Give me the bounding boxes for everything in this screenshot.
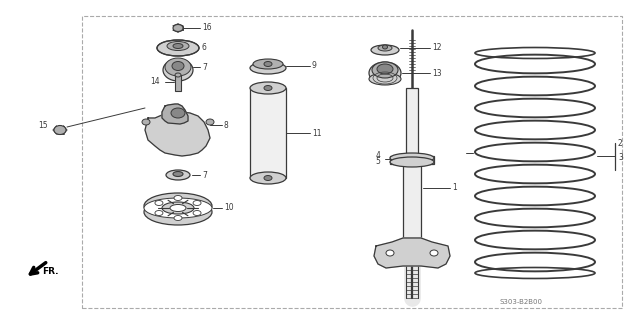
Ellipse shape	[144, 193, 212, 219]
Ellipse shape	[167, 42, 189, 51]
Ellipse shape	[383, 45, 387, 49]
Text: 11: 11	[312, 128, 321, 137]
Text: 7: 7	[202, 63, 207, 72]
Ellipse shape	[250, 62, 286, 74]
Ellipse shape	[369, 73, 401, 85]
Text: 10: 10	[224, 204, 234, 212]
Ellipse shape	[175, 73, 181, 77]
Polygon shape	[145, 112, 210, 156]
Text: 13: 13	[432, 68, 442, 78]
Ellipse shape	[250, 82, 286, 94]
Ellipse shape	[155, 201, 163, 205]
Text: S303-B2B00: S303-B2B00	[500, 299, 543, 305]
Text: FR.: FR.	[42, 267, 58, 276]
Ellipse shape	[166, 170, 190, 180]
Ellipse shape	[264, 176, 272, 181]
Ellipse shape	[372, 62, 398, 78]
Ellipse shape	[390, 157, 434, 167]
Ellipse shape	[144, 199, 212, 225]
Ellipse shape	[172, 61, 184, 71]
Bar	[175, 75, 181, 91]
Ellipse shape	[390, 153, 434, 163]
Ellipse shape	[250, 172, 286, 184]
Text: 16: 16	[202, 24, 212, 32]
Ellipse shape	[171, 108, 185, 118]
Text: 3: 3	[618, 154, 623, 162]
Text: 8: 8	[224, 121, 228, 129]
Ellipse shape	[144, 198, 212, 218]
Ellipse shape	[206, 119, 214, 125]
Text: 2: 2	[618, 140, 623, 149]
Ellipse shape	[193, 201, 201, 205]
Ellipse shape	[430, 250, 438, 256]
Ellipse shape	[371, 45, 399, 55]
Ellipse shape	[386, 250, 394, 256]
Ellipse shape	[142, 119, 150, 125]
Text: 14: 14	[150, 78, 160, 86]
Ellipse shape	[162, 202, 194, 214]
Polygon shape	[162, 104, 188, 124]
Text: 4: 4	[375, 150, 380, 160]
Text: 6: 6	[202, 44, 207, 52]
Bar	[406, 88, 418, 158]
Bar	[250, 88, 286, 178]
Ellipse shape	[157, 40, 199, 56]
Ellipse shape	[193, 211, 201, 216]
Ellipse shape	[174, 196, 182, 201]
Ellipse shape	[253, 59, 283, 69]
Text: 9: 9	[312, 61, 317, 71]
Bar	[403, 160, 421, 238]
Ellipse shape	[369, 62, 401, 84]
Ellipse shape	[264, 86, 272, 91]
Ellipse shape	[174, 216, 182, 220]
Ellipse shape	[155, 211, 163, 216]
Ellipse shape	[173, 24, 183, 31]
Ellipse shape	[378, 45, 392, 51]
Ellipse shape	[173, 44, 183, 49]
Ellipse shape	[173, 171, 183, 176]
Text: 7: 7	[202, 170, 207, 179]
Ellipse shape	[170, 204, 186, 211]
Text: 15: 15	[38, 121, 47, 130]
Text: 12: 12	[432, 44, 442, 52]
Polygon shape	[374, 238, 450, 268]
Text: 1: 1	[452, 183, 457, 192]
Ellipse shape	[377, 64, 393, 74]
Ellipse shape	[165, 58, 191, 76]
Ellipse shape	[54, 126, 66, 135]
Bar	[82, 16, 622, 308]
Ellipse shape	[163, 59, 193, 81]
Text: 5: 5	[375, 156, 380, 165]
Bar	[390, 156, 434, 164]
Ellipse shape	[264, 61, 272, 66]
